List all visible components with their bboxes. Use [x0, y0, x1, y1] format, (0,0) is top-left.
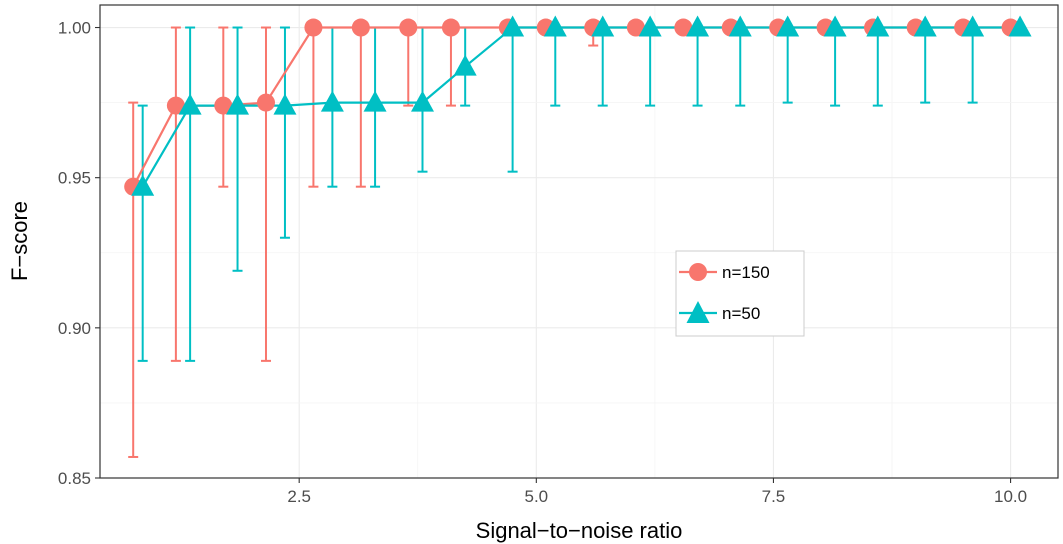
x-tick-label: 2.5	[287, 487, 311, 506]
x-tick-label: 5.0	[524, 487, 548, 506]
legend-label-n150: n=150	[722, 263, 770, 282]
data-point-n50	[776, 15, 800, 37]
data-point-n150	[626, 18, 645, 37]
series-points	[124, 15, 1032, 196]
data-point-n150	[214, 96, 233, 115]
data-point-n50	[823, 15, 847, 37]
data-point-n150	[441, 18, 460, 37]
data-point-n150	[256, 93, 275, 112]
data-point-n50	[686, 15, 710, 37]
legend-label-n50: n=50	[722, 304, 760, 323]
data-point-n50	[913, 15, 937, 37]
data-point-n50	[453, 54, 477, 76]
data-point-n150	[166, 96, 185, 115]
data-point-n50	[320, 90, 344, 112]
data-point-n50	[410, 90, 434, 112]
data-point-n50	[363, 90, 387, 112]
y-axis-title: F−score	[7, 201, 32, 281]
x-axis-title: Signal−to−noise ratio	[476, 518, 683, 543]
legend-key-marker-n150	[689, 263, 707, 281]
data-point-n50	[501, 15, 525, 37]
y-tick-label: 0.85	[58, 469, 91, 488]
data-point-n50	[638, 15, 662, 37]
data-point-n50	[728, 15, 752, 37]
plot-panel	[100, 5, 1058, 478]
legend: n=150 n=50	[675, 250, 805, 337]
data-point-n150	[304, 18, 323, 37]
data-point-n150	[674, 18, 693, 37]
data-point-n50	[226, 93, 250, 115]
data-point-n50	[591, 15, 615, 37]
data-point-n50	[273, 93, 297, 115]
x-tick-label: 10.0	[994, 487, 1027, 506]
data-point-n50	[961, 15, 985, 37]
data-point-n50	[178, 93, 202, 115]
data-point-n150	[351, 18, 370, 37]
data-point-n150	[399, 18, 418, 37]
x-tick-label: 7.5	[762, 487, 786, 506]
data-point-n50	[866, 15, 890, 37]
axes: 2.5 5.0 7.5 10.0 0.85 0.90 0.95 1.00	[58, 19, 1027, 506]
legend-key-marker-n50	[686, 301, 710, 323]
data-point-n50	[131, 174, 155, 196]
y-tick-label: 1.00	[58, 19, 91, 38]
data-point-n50	[1008, 15, 1032, 37]
data-point-n50	[543, 15, 567, 37]
y-tick-label: 0.90	[58, 319, 91, 338]
plot-border	[99, 4, 1059, 479]
y-tick-label: 0.95	[58, 169, 91, 188]
